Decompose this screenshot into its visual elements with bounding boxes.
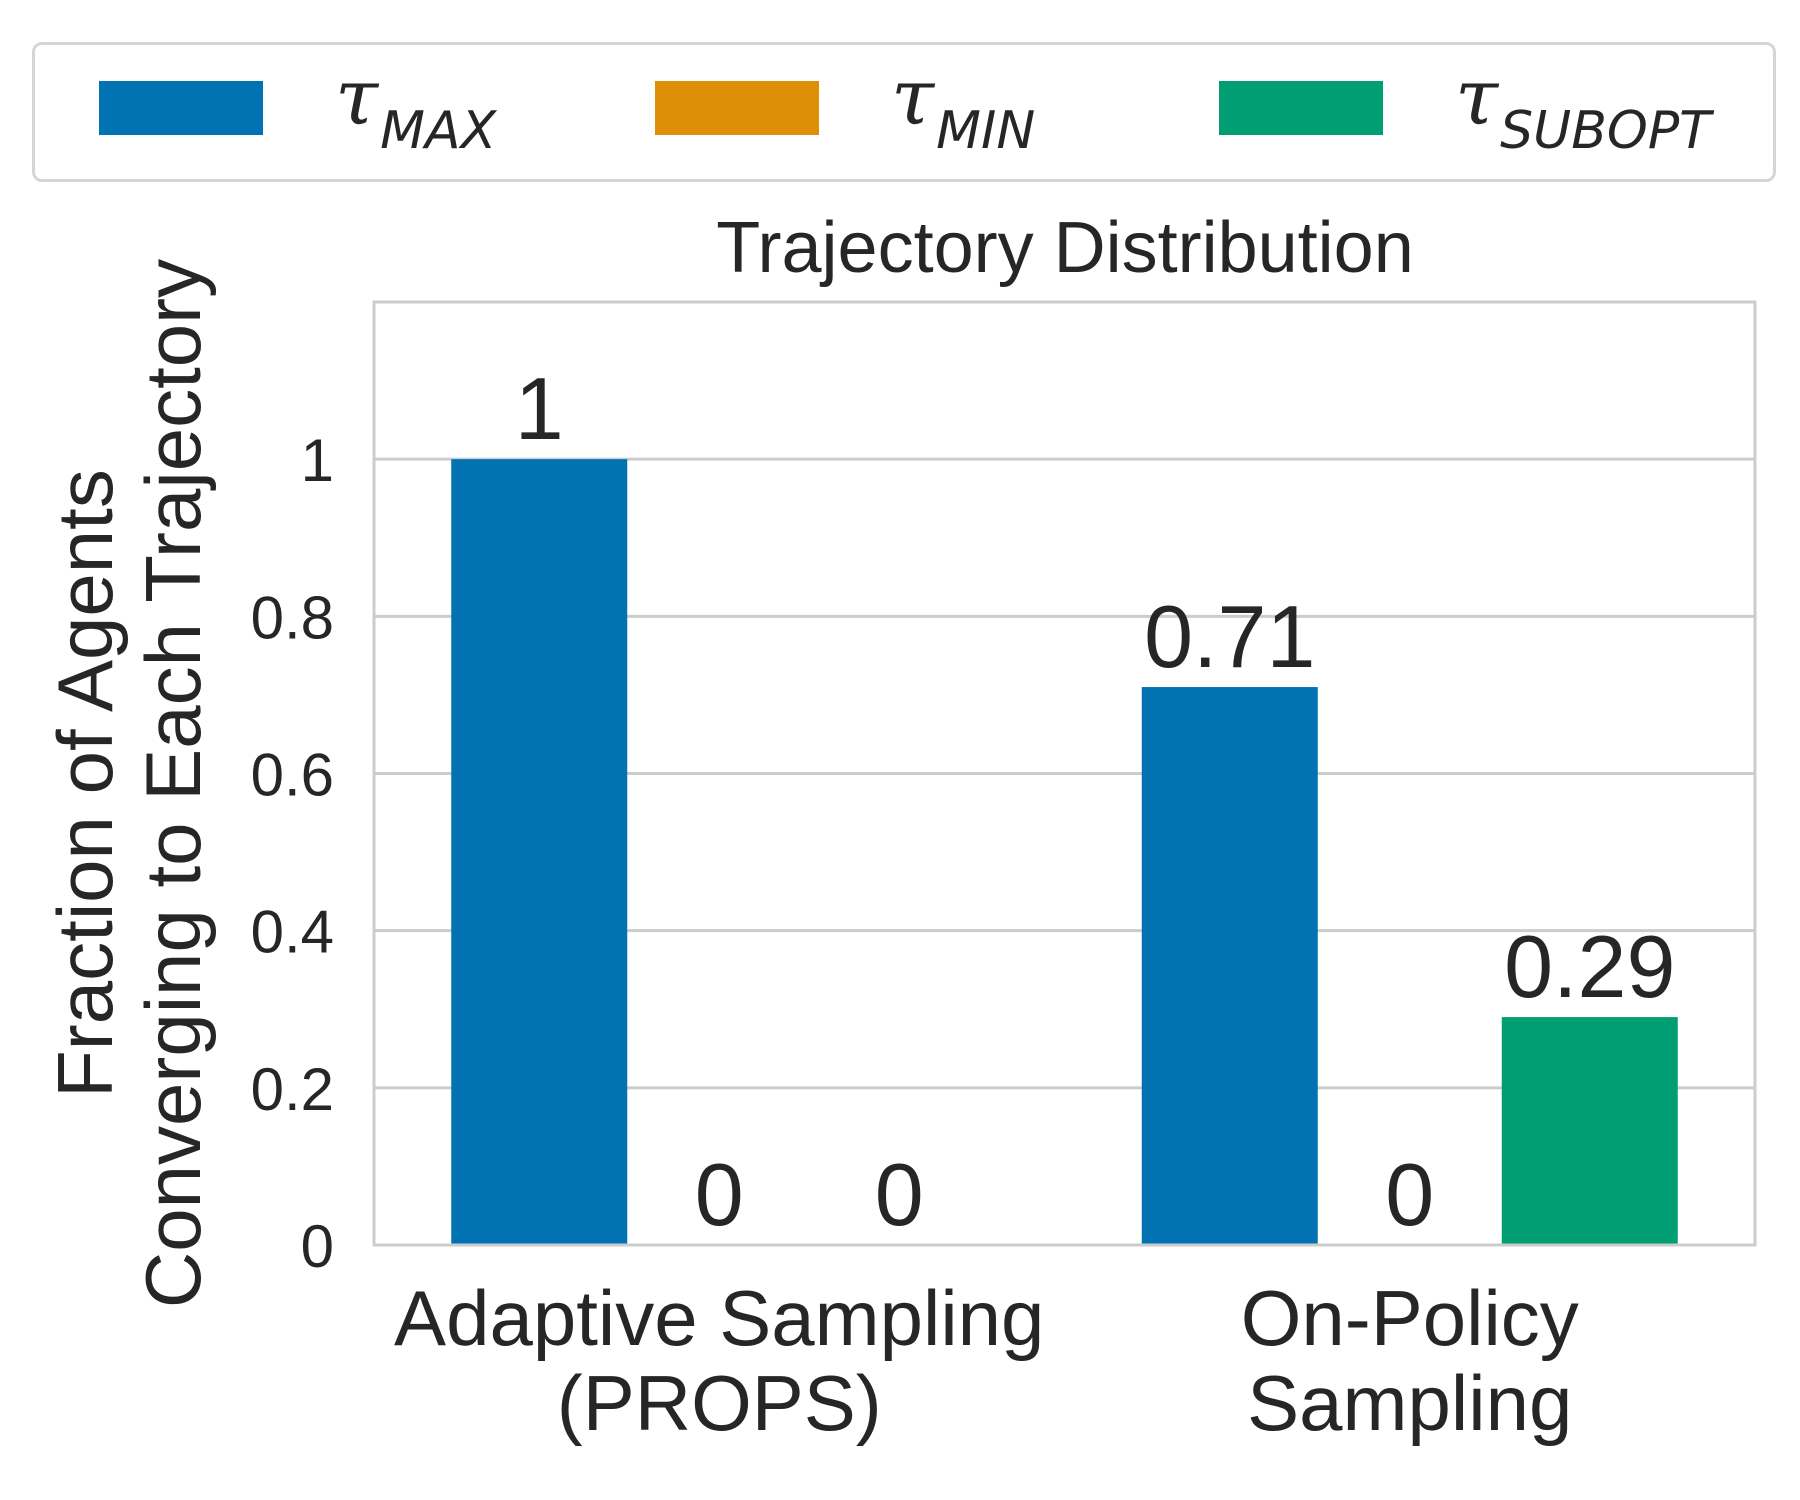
bar-value-label: 0.29 [1504,917,1675,1016]
y-tick-label: 0.6 [251,742,334,809]
legend-symbol: τ [1455,53,1499,143]
legend-swatch-subopt [1219,81,1383,135]
bar-value-label: 0 [695,1145,744,1244]
x-tick-label: Adaptive Sampling [394,1274,1044,1362]
y-axis-label-line: Converging to Each Trajectory [129,259,217,1308]
x-tick-label: Sampling [1247,1359,1572,1447]
legend-label-min: τMIN [891,53,1035,161]
y-tick-label: 0.4 [251,899,334,966]
legend-label-subopt: τSUBOPT [1455,53,1711,161]
y-axis-label: Fraction of Agents Converging to Each Tra… [41,259,217,1308]
legend-swatch-min [655,81,819,135]
bar-value-label: 0.71 [1144,587,1315,686]
y-tick-label: 0 [301,1213,334,1280]
bar [1501,1017,1678,1245]
legend-symbol: τ [891,53,935,143]
y-axis-label-line: Fraction of Agents [41,469,129,1098]
bar [451,459,628,1246]
x-tick-label: (PROPS) [557,1359,882,1447]
legend-label-max: τMAX [335,53,496,161]
y-tick-label: 0.8 [251,584,334,651]
bar [1141,687,1318,1245]
legend-subscript: MIN [936,101,1036,161]
chart-title: Trajectory Distribution [716,208,1414,288]
bar-value-label: 0 [875,1145,924,1244]
x-tick-label: On-Policy [1241,1274,1579,1362]
y-tick-label: 1 [301,427,334,494]
legend-subscript: MAX [380,101,497,161]
plot-frame [372,300,1757,1247]
legend-symbol: τ [335,53,379,143]
bar-value-label: 1 [515,359,564,458]
legend: τMAX τMIN τSUBOPT [32,42,1776,182]
y-tick-label: 0.2 [251,1056,334,1123]
legend-subscript: SUBOPT [1500,101,1711,161]
plot-area: 1 0.71 0 0 0 0.29 0 0.2 0.4 0.6 0.8 1 Adaptive Sampl… [251,300,1757,1447]
bar-value-label: 0 [1385,1145,1434,1244]
legend-swatch-max [99,81,263,135]
